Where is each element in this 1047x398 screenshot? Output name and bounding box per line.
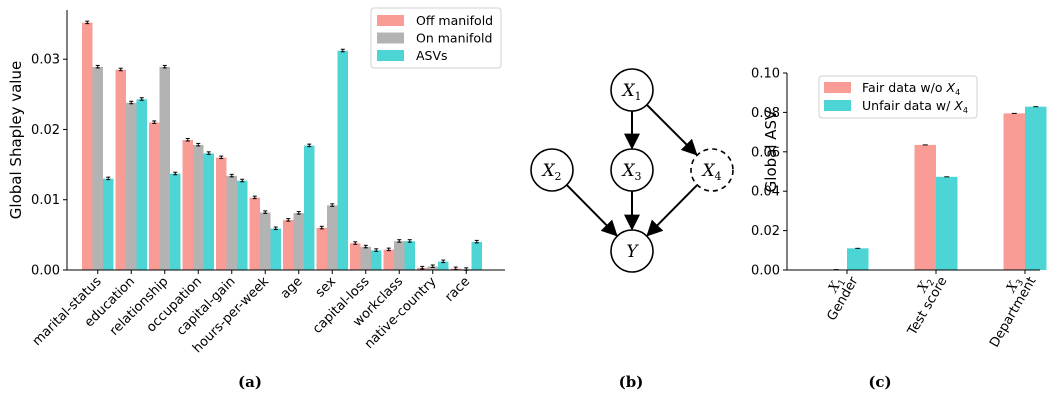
node-label: Y (626, 242, 639, 262)
y-axis-label: Global Shapley value (7, 61, 25, 219)
x-tick-label: sex (313, 274, 340, 301)
legend-swatch (377, 50, 404, 61)
bar (438, 261, 449, 270)
bar (103, 178, 114, 270)
legend-label: ASVs (416, 48, 448, 63)
bar (350, 243, 361, 270)
legend-swatch (377, 15, 404, 26)
y-tick-label: 0.01 (31, 193, 60, 208)
bar (316, 227, 327, 270)
legend-swatch (377, 32, 404, 44)
bar (304, 145, 315, 270)
bar (471, 241, 482, 270)
edge-arrow (646, 184, 698, 237)
bar (170, 173, 181, 270)
y-tick-label: 0.03 (31, 53, 60, 68)
y-tick-label: 0.00 (751, 264, 780, 279)
y-tick-label: 0.00 (31, 264, 60, 279)
bar (182, 140, 193, 270)
y-tick-label: 0.02 (751, 224, 780, 239)
y-tick-label: 0.06 (751, 145, 780, 160)
caption-a: (a) (238, 373, 262, 391)
legend-swatch (824, 100, 851, 111)
y-tick-label: 0.08 (751, 106, 780, 121)
bar (136, 99, 147, 270)
bar (360, 246, 371, 270)
bar (249, 197, 260, 270)
caption-b: (b) (619, 373, 644, 391)
bar (216, 157, 227, 270)
node-label: X4 (700, 161, 721, 183)
bar (337, 50, 348, 270)
bar (394, 241, 405, 270)
bar (203, 153, 214, 270)
bar (126, 102, 137, 270)
node-x1 (610, 68, 654, 112)
legend-box (818, 75, 978, 119)
node-label: X2 (540, 161, 561, 183)
bar (226, 175, 237, 270)
node-x4 (690, 148, 734, 192)
bar (404, 241, 415, 270)
bar (1025, 106, 1047, 270)
bar (92, 66, 103, 271)
legend-swatch (824, 82, 851, 93)
bar (159, 66, 170, 271)
bar (371, 250, 382, 270)
bar (427, 266, 438, 270)
x-tick-label: age (278, 274, 306, 302)
y-tick-label: 0.10 (751, 67, 780, 82)
caption-c: (c) (868, 373, 891, 391)
node-x2 (530, 148, 574, 192)
legend-label: Fair data w/o X4 (862, 80, 960, 97)
bar (149, 122, 160, 270)
x-tick-label: race (442, 274, 473, 305)
bar (1003, 113, 1025, 270)
y-axis-label: Global ASV (762, 109, 780, 192)
bar (293, 213, 304, 270)
bar (936, 176, 958, 270)
bar (914, 144, 936, 270)
bar (327, 205, 338, 270)
legend-label: Unfair data w/ X4 (862, 98, 968, 115)
node-label: X1 (620, 81, 641, 103)
node-label: X3 (620, 161, 641, 183)
y-tick-label: 0.04 (751, 185, 780, 200)
legend-label: On manifold (416, 31, 492, 46)
edge-arrow (566, 184, 618, 237)
bar (270, 228, 281, 270)
bar (260, 212, 271, 270)
bar (237, 180, 248, 270)
causal-diagram: X1 X2 X3 X4 Y (530, 68, 734, 273)
bar (82, 22, 93, 270)
node-y (610, 229, 654, 273)
bar (283, 220, 294, 270)
bar (115, 69, 126, 270)
edge-arrow (646, 104, 698, 156)
y-tick-label: 0.02 (31, 123, 60, 138)
bar (383, 249, 394, 270)
bar (193, 144, 204, 270)
node-x3 (610, 148, 654, 192)
legend-label: Off manifold (416, 13, 493, 28)
bar (847, 248, 869, 270)
